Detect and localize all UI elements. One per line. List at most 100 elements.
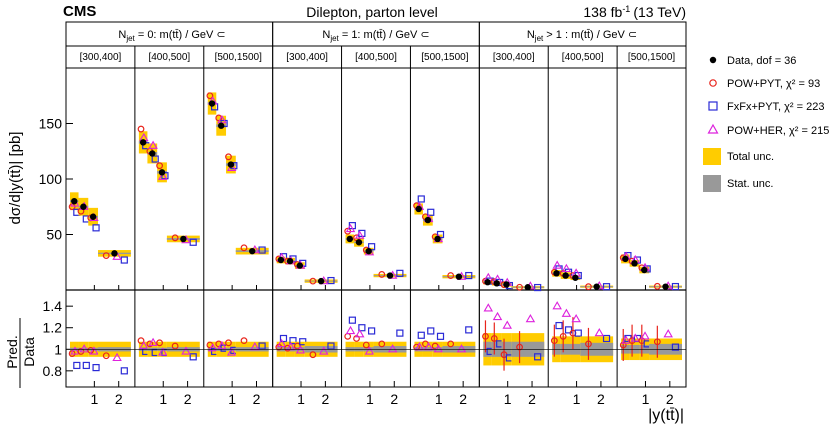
x-tick-label: 1 [504,391,512,407]
fxfx-pyt-point [92,364,100,372]
data-point [631,260,638,267]
pow-her-point [286,342,296,351]
pow-her-point [414,342,425,351]
fxfx-pyt-point [258,246,266,254]
fxfx-pyt-point [120,367,128,375]
pow-pyt-point [146,340,154,348]
pow-pyt-point [559,332,567,340]
ratio-label-denominator: Data [21,337,37,367]
legend-label-data: Data, dof = 36 [727,55,796,67]
mass-bin-label: [400,500] [562,52,604,63]
x-tick-label: 2 [390,391,398,407]
ratio-label-numerator: Pred. [4,335,20,368]
data-point [386,272,394,279]
ratio-tick-label: 0.8 [43,363,63,379]
plot-outer-frame [65,21,687,388]
pow-her-point [250,342,260,351]
fxfx-pyt-point [368,243,376,251]
pow-her-point [364,346,375,355]
fxfx-pyt-point [417,195,425,203]
pow-her-point [552,301,562,310]
fxfx-pyt-point [564,326,573,334]
pow-pyt-point [378,271,386,278]
fxfx-pyt-point [534,283,542,292]
legend-label-fxfx: FxFx+PYT, χ² = 223 [727,101,824,113]
pow-pyt-point [447,340,455,348]
data-point [346,235,354,243]
mass-bin-label: [500,1500] [215,52,262,63]
data-point [227,161,235,168]
data-point [296,262,304,269]
lumi-value: 138 fb [583,4,622,20]
pow-her-point [207,343,218,352]
pow-her-point [483,303,494,312]
ratio-tick-label: 1.2 [43,320,63,336]
pow-her-point [621,335,631,344]
pow-pyt-point [137,125,145,133]
pow-her-point [148,140,158,149]
pow-pyt-point [156,339,163,347]
chart-title: Dilepton, parton level [306,4,438,20]
fxfx-pyt-point [368,327,376,335]
fxfx-pyt-point [151,155,159,163]
x-tick-label: 2 [528,391,536,407]
pow-her-point [345,223,356,233]
data-point [493,280,500,287]
x-tick-label: 1 [90,391,98,407]
pow-her-point [158,347,168,356]
pow-her-point [525,313,536,323]
mass-bin-label: [400,500] [148,52,190,63]
pow-pyt-point [585,283,592,291]
data-point [484,279,491,286]
pow-her-point [630,333,641,342]
data-layer [66,92,686,375]
pow-her-point [492,311,503,321]
pow-pyt-point [156,162,163,170]
pow-pyt-point [585,340,592,348]
pow-pyt-point [490,335,498,342]
data-point [355,239,363,246]
data-point [524,284,531,291]
pow-pyt-point [284,344,292,352]
pow-pyt-point [171,234,179,242]
legend-marker-data [709,56,717,64]
fxfx-pyt-point [465,326,473,334]
lumi-label: 138 fb-1 (13 TeV) [583,4,686,20]
pow-her-point [158,171,168,180]
legend-marker-her [707,123,719,134]
pow-her-point [387,344,398,353]
data-point [424,216,432,224]
pow-her-point [552,260,562,269]
pow-her-point [70,346,80,355]
pow-pyt-point [482,332,489,340]
data-point [149,150,156,157]
data-point [622,255,629,263]
x-tick-label: 1 [366,391,374,407]
pow-her-point [640,331,650,340]
data-point [317,277,325,285]
pow-her-point [354,230,365,239]
legend-label-total: Total unc. [727,151,774,163]
fxfx-pyt-point [555,321,563,330]
pow-pyt-point [240,337,248,345]
fxfx-pyt-point [417,331,425,339]
data-point [111,250,118,257]
legend-marker-fxfx [708,101,718,111]
fxfx-pyt-point [534,353,542,361]
pow-her-point [318,346,329,355]
data-point [593,283,600,290]
pow-her-point [433,344,444,353]
pow-pyt-point [102,252,110,259]
fxfx-pyt-point [396,269,404,277]
pow-pyt-point [378,340,386,348]
pow-her-point [148,337,158,346]
x-tick-label: 1 [435,391,443,407]
y-axis-label: dσ/d|y(tt̄)| [pb] [7,132,24,225]
legend-marker-pow [709,79,717,87]
fxfx-pyt-point [327,276,335,285]
frames-layer: [300,400] [400,500] [500,1500] [300,400] [40… [39,21,687,407]
pow-pyt-point [653,338,661,346]
fxfx-pyt-point [574,329,582,337]
x-tick-label: 1 [228,391,236,407]
